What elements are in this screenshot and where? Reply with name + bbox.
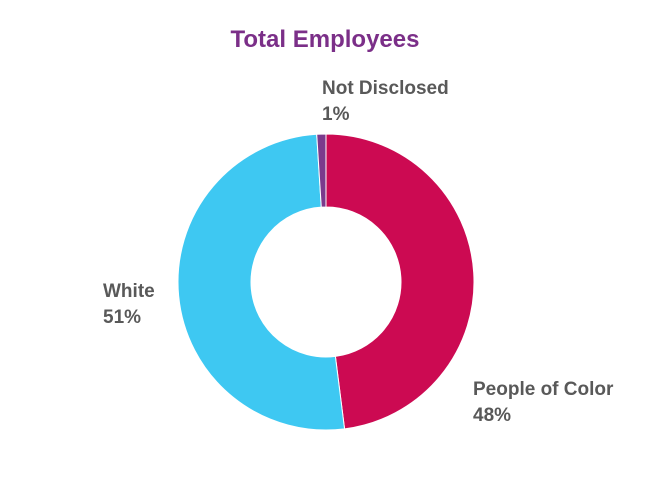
slice-value-label: 48%: [473, 405, 512, 426]
slice-value-label: 51%: [103, 307, 142, 328]
slice-category-label: White: [103, 281, 155, 302]
slice-category-label: Not Disclosed: [322, 78, 449, 99]
slice-not-disclosed: [316, 133, 327, 208]
slice-label-white: White 51%: [103, 279, 155, 331]
slice-white: [177, 133, 346, 431]
slice-people-of-color: [325, 133, 475, 430]
slice-label-people-of-color: People of Color 48%: [473, 377, 613, 429]
donut-slices: [177, 133, 475, 431]
slice-category-label: People of Color: [473, 379, 614, 400]
slice-value-label: 1%: [322, 104, 350, 125]
chart-title: Total Employees: [230, 26, 420, 53]
slice-label-not-disclosed: Not Disclosed 1%: [322, 76, 449, 128]
